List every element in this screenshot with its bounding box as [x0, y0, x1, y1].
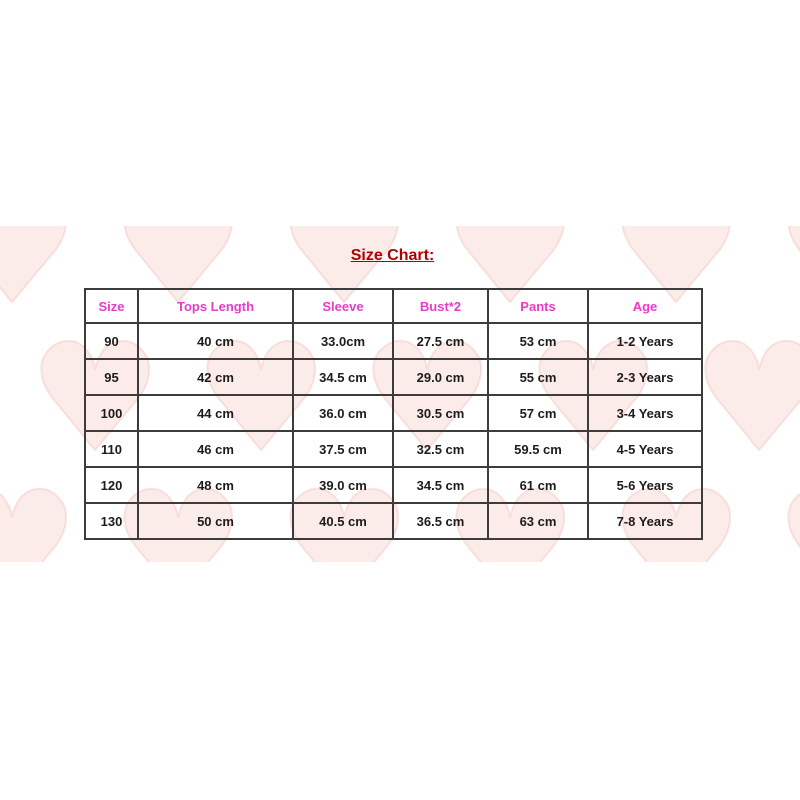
table-cell: 57 cm	[487, 394, 589, 432]
table-cell: 130	[84, 502, 139, 540]
heart-icon: ♥	[691, 312, 800, 486]
table-row: 130 50 cm 40.5 cm 36.5 cm 63 cm 7-8 Years	[84, 502, 703, 540]
table-cell: 46 cm	[137, 430, 294, 468]
table-cell: 39.0 cm	[292, 466, 394, 504]
table-cell: 90	[84, 322, 139, 360]
column-header: Bust*2	[392, 288, 489, 324]
table-cell: 27.5 cm	[392, 322, 489, 360]
table-cell: 61 cm	[487, 466, 589, 504]
table-cell: 110	[84, 430, 139, 468]
table-cell: 55 cm	[487, 358, 589, 396]
table-row: 100 44 cm 36.0 cm 30.5 cm 57 cm 3-4 Years	[84, 394, 703, 432]
size-chart-table: Size Tops Length Sleeve Bust*2 Pants Age 90 40…	[84, 288, 703, 540]
table-cell: 48 cm	[137, 466, 294, 504]
table-cell: 2-3 Years	[587, 358, 703, 396]
table-cell: 30.5 cm	[392, 394, 489, 432]
table-row: 120 48 cm 39.0 cm 34.5 cm 61 cm 5-6 Years	[84, 466, 703, 504]
table-cell: 3-4 Years	[587, 394, 703, 432]
table-body: 90 40 cm 33.0cm 27.5 cm 53 cm 1-2 Years 95 42 c…	[84, 322, 703, 540]
table-cell: 40 cm	[137, 322, 294, 360]
table-cell: 33.0cm	[292, 322, 394, 360]
heart-icon: ♥	[774, 471, 800, 562]
table-cell: 34.5 cm	[292, 358, 394, 396]
table-row: 110 46 cm 37.5 cm 32.5 cm 59.5 cm 4-5 Years	[84, 430, 703, 468]
table-cell: 34.5 cm	[392, 466, 489, 504]
table-cell: 5-6 Years	[587, 466, 703, 504]
table-cell: 1-2 Years	[587, 322, 703, 360]
column-header: Tops Length	[137, 288, 294, 324]
column-header: Age	[587, 288, 703, 324]
table-cell: 29.0 cm	[392, 358, 489, 396]
table-cell: 37.5 cm	[292, 430, 394, 468]
table-cell: 36.0 cm	[292, 394, 394, 432]
table-cell: 4-5 Years	[587, 430, 703, 468]
table-cell: 50 cm	[137, 502, 294, 540]
heart-icon: ♥	[774, 226, 800, 327]
column-header: Size	[84, 288, 139, 324]
heart-icon: ♥	[0, 226, 80, 338]
table-cell: 59.5 cm	[487, 430, 589, 468]
table-cell: 95	[84, 358, 139, 396]
table-row: 90 40 cm 33.0cm 27.5 cm 53 cm 1-2 Years	[84, 322, 703, 360]
table-cell: 32.5 cm	[392, 430, 489, 468]
table-cell: 42 cm	[137, 358, 294, 396]
column-header: Sleeve	[292, 288, 394, 324]
header-row: Size Tops Length Sleeve Bust*2 Pants Age	[84, 288, 703, 324]
table-cell: 53 cm	[487, 322, 589, 360]
table-cell: 100	[84, 394, 139, 432]
page-title: Size Chart:	[350, 247, 435, 264]
heart-icon: ♥	[0, 460, 80, 562]
table-cell: 120	[84, 466, 139, 504]
table-cell: 40.5 cm	[292, 502, 394, 540]
table-cell: 7-8 Years	[587, 502, 703, 540]
table-cell: 44 cm	[137, 394, 294, 432]
table-cell: 63 cm	[487, 502, 589, 540]
table-cell: 36.5 cm	[392, 502, 489, 540]
table-row: 95 42 cm 34.5 cm 29.0 cm 55 cm 2-3 Years	[84, 358, 703, 396]
column-header: Pants	[487, 288, 589, 324]
